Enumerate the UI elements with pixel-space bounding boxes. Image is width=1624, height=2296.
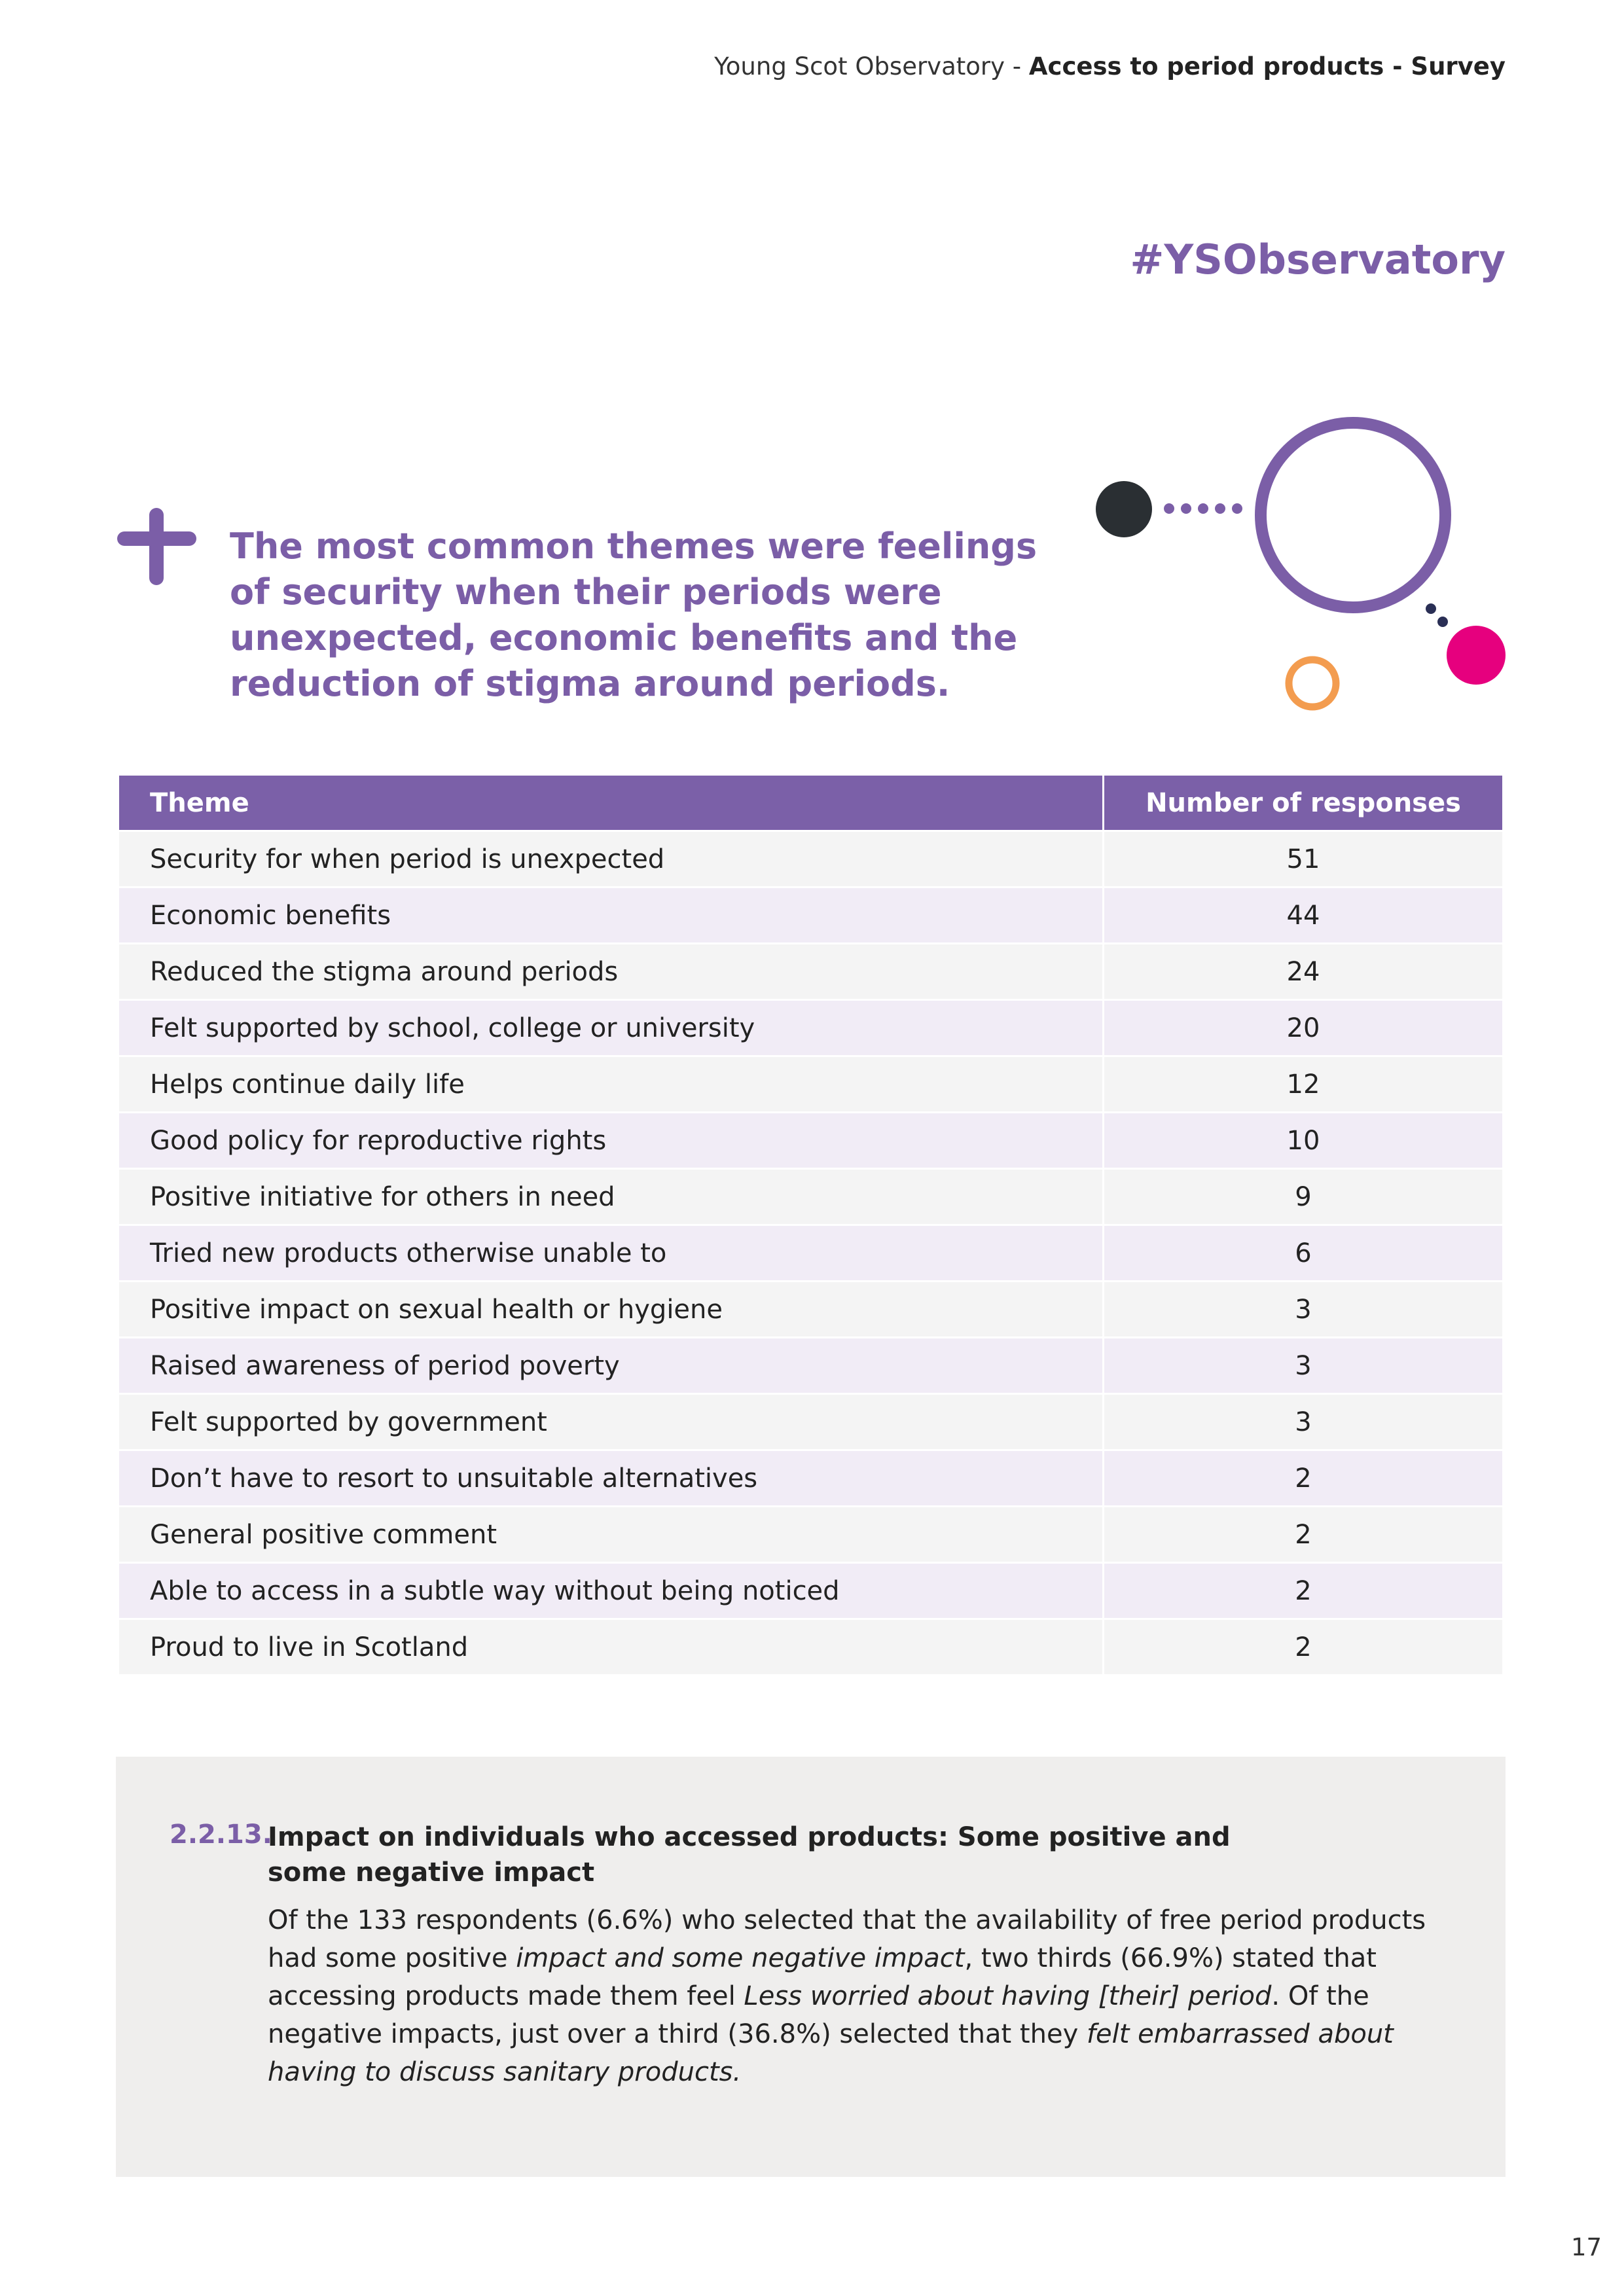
header-title: Access to period products - Survey bbox=[1028, 52, 1506, 81]
dark-circle bbox=[1096, 481, 1152, 537]
table-row: Reduced the stigma around periods 24 bbox=[117, 942, 1504, 1001]
page-number: 17 bbox=[1571, 2233, 1602, 2261]
theme-cell: Security for when period is unexpected bbox=[117, 830, 1104, 888]
pink-circle bbox=[1447, 626, 1506, 685]
table-row: Felt supported by school, college or uni… bbox=[117, 999, 1504, 1057]
decoration bbox=[117, 417, 1506, 711]
small-dot bbox=[1426, 603, 1436, 614]
text: . Of the negative impacts, just over a t… bbox=[268, 1981, 1369, 2049]
header-text: Young Scot Observatory - bbox=[714, 52, 1029, 81]
header-row: Theme Number of responses bbox=[117, 774, 1504, 832]
theme-cell: Felt supported by government bbox=[117, 1393, 1104, 1451]
count-cell: 3 bbox=[1102, 1336, 1504, 1395]
column-header: Number of responses bbox=[1102, 774, 1504, 832]
small-dot bbox=[1437, 617, 1448, 627]
big-ring bbox=[1255, 417, 1451, 613]
theme-cell: Economic benefits bbox=[117, 886, 1104, 944]
column-header: Theme bbox=[117, 774, 1104, 832]
count-cell: 3 bbox=[1102, 1393, 1504, 1451]
theme-cell: Tried new products otherwise unable to bbox=[117, 1224, 1104, 1282]
table-row: Positive impact on sexual health or hygi… bbox=[117, 1280, 1504, 1338]
count-cell: 12 bbox=[1102, 1055, 1504, 1113]
section-box bbox=[116, 1757, 1506, 2177]
table-row: Raised awareness of period poverty 3 bbox=[117, 1336, 1504, 1395]
count-cell: 20 bbox=[1102, 999, 1504, 1057]
count-cell: 3 bbox=[1102, 1280, 1504, 1338]
table-row: Positive initiative for others in need 9 bbox=[117, 1168, 1504, 1226]
italic-text: impact and some negative impact bbox=[516, 1943, 965, 1973]
dots bbox=[1164, 503, 1242, 514]
theme-cell: Reduced the stigma around periods bbox=[117, 942, 1104, 1001]
section-title: Impact on individuals who accessed produ… bbox=[268, 1822, 1231, 1888]
table-row: Economic benefits 44 bbox=[117, 886, 1504, 944]
theme-cell: General positive comment bbox=[117, 1505, 1104, 1564]
plus-v bbox=[149, 508, 164, 585]
table-row: Tried new products otherwise unable to 6 bbox=[117, 1224, 1504, 1282]
table-row: Good policy for reproductive rights 10 bbox=[117, 1111, 1504, 1170]
count-cell: 2 bbox=[1102, 1618, 1504, 1676]
table-row: Proud to live in Scotland 2 bbox=[117, 1618, 1504, 1676]
theme-cell: Proud to live in Scotland bbox=[117, 1618, 1104, 1676]
count-cell: 2 bbox=[1102, 1562, 1504, 1620]
table-row: Don’t have to resort to unsuitable alter… bbox=[117, 1449, 1504, 1507]
section-paragraph: Of the 133 respondents (6.6%) who select… bbox=[268, 1901, 1446, 2091]
count-cell: 24 bbox=[1102, 942, 1504, 1001]
theme-cell: Positive impact on sexual health or hygi… bbox=[117, 1280, 1104, 1338]
count-cell: 44 bbox=[1102, 886, 1504, 944]
theme-cell: Don’t have to resort to unsuitable alter… bbox=[117, 1449, 1104, 1507]
table-row: Helps continue daily life 12 bbox=[117, 1055, 1504, 1113]
table-row: Security for when period is unexpected 51 bbox=[117, 830, 1504, 888]
count-cell: 51 bbox=[1102, 830, 1504, 888]
text: , two thirds (66.9%) stated that accessi… bbox=[268, 1943, 1377, 2011]
section-number: 2.2.13. bbox=[170, 1820, 272, 1850]
theme-cell: Positive initiative for others in need bbox=[117, 1168, 1104, 1226]
hashtag: #YSObservatory bbox=[1130, 236, 1506, 283]
text: Of the 133 respondents (6.6%) who select… bbox=[268, 1905, 1426, 1973]
count-cell: 6 bbox=[1102, 1224, 1504, 1282]
themes-table: Theme Number of responses Security for w… bbox=[117, 774, 1504, 1676]
orange-ring bbox=[1285, 656, 1340, 711]
italic-text: felt embarrassed about having to discuss… bbox=[268, 2019, 1394, 2087]
count-cell: 2 bbox=[1102, 1505, 1504, 1564]
theme-cell: Able to access in a subtle way without b… bbox=[117, 1562, 1104, 1620]
table-row: Able to access in a subtle way without b… bbox=[117, 1562, 1504, 1620]
count-cell: 2 bbox=[1102, 1449, 1504, 1507]
theme-cell: Raised awareness of period poverty bbox=[117, 1336, 1104, 1395]
count-cell: 9 bbox=[1102, 1168, 1504, 1226]
callout: The most common themes were feelings of … bbox=[230, 526, 1038, 704]
theme-cell: Good policy for reproductive rights bbox=[117, 1111, 1104, 1170]
count-cell: 10 bbox=[1102, 1111, 1504, 1170]
theme-cell: Helps continue daily life bbox=[117, 1055, 1104, 1113]
theme-cell: Felt supported by school, college or uni… bbox=[117, 999, 1104, 1057]
italic-text: Less worried about having [their] period bbox=[744, 1981, 1272, 2011]
table-row: General positive comment 2 bbox=[117, 1505, 1504, 1564]
running-header: Young Scot Observatory - Access to perio… bbox=[714, 52, 1506, 81]
table-row: Felt supported by government 3 bbox=[117, 1393, 1504, 1451]
